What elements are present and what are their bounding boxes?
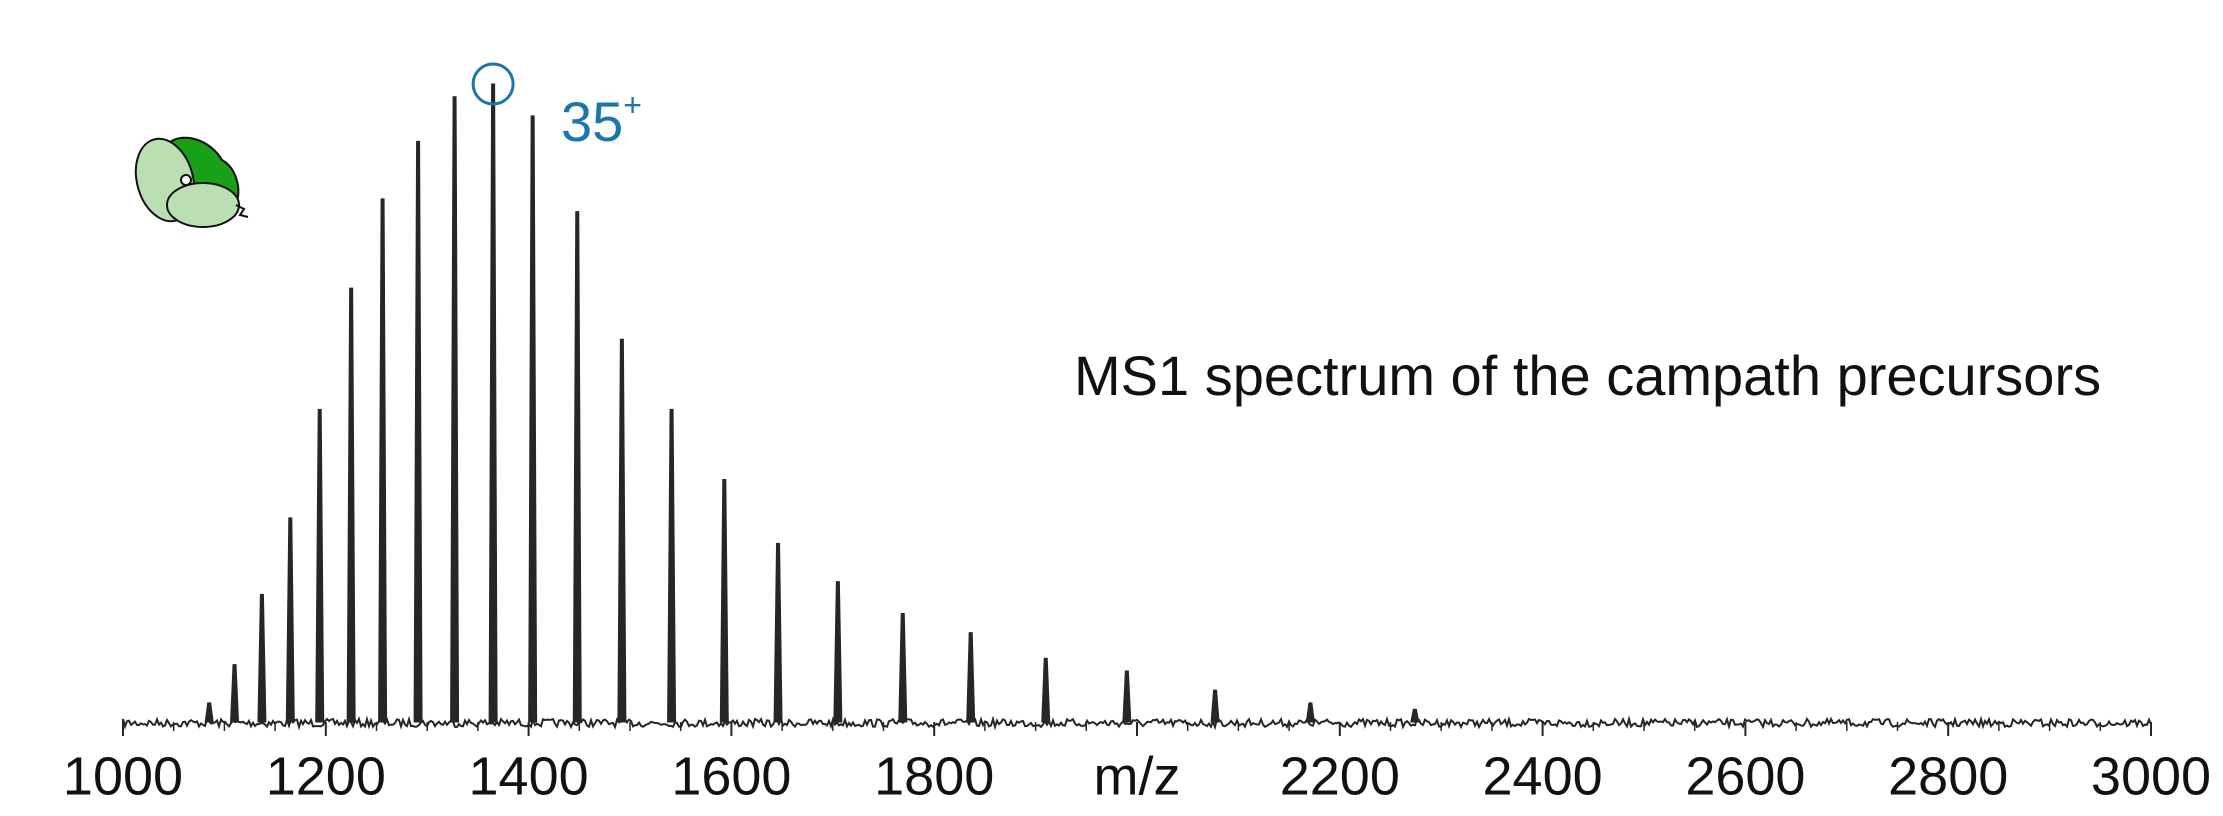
peak bbox=[1210, 689, 1220, 723]
charge-label: 35+ bbox=[561, 87, 642, 152]
x-tick-label: 2600 bbox=[1685, 746, 1805, 806]
peak bbox=[667, 408, 677, 723]
peak bbox=[413, 140, 423, 723]
peak bbox=[898, 613, 908, 723]
x-tick-label: m/z bbox=[1094, 746, 1181, 806]
x-tick-label: 2400 bbox=[1483, 746, 1603, 806]
x-tick-label: 3000 bbox=[2091, 746, 2211, 806]
charge-number: 35 bbox=[561, 90, 623, 153]
x-tick-label: 1600 bbox=[671, 746, 791, 806]
peak bbox=[257, 593, 267, 723]
x-tick-label: 2200 bbox=[1280, 746, 1400, 806]
charge-sign: + bbox=[623, 87, 642, 123]
baseline-noise bbox=[122, 715, 2152, 731]
peak bbox=[285, 517, 295, 723]
peak bbox=[1122, 670, 1132, 723]
peak bbox=[346, 287, 356, 723]
peak bbox=[450, 96, 460, 723]
peak bbox=[1041, 657, 1051, 723]
peak-marker bbox=[471, 62, 515, 106]
peak bbox=[719, 479, 729, 723]
peak bbox=[315, 408, 325, 723]
peak bbox=[572, 211, 582, 723]
peak bbox=[528, 115, 538, 723]
x-tick-label: 2800 bbox=[1888, 746, 2008, 806]
peak bbox=[1410, 708, 1420, 723]
peak bbox=[833, 581, 843, 723]
antibody-icon bbox=[134, 136, 249, 228]
peak bbox=[488, 83, 498, 723]
peak bbox=[378, 198, 388, 723]
peak bbox=[204, 702, 214, 723]
x-tick-label: 1800 bbox=[874, 746, 994, 806]
x-tick-label: 1000 bbox=[63, 746, 183, 806]
x-tick-label: 1200 bbox=[266, 746, 386, 806]
peak bbox=[1305, 702, 1315, 723]
x-tick-label: 1400 bbox=[469, 746, 589, 806]
peak bbox=[617, 338, 627, 723]
peak bbox=[230, 664, 240, 723]
spectrum-caption: MS1 spectrum of the campath precursors bbox=[1074, 344, 2101, 407]
peak bbox=[966, 632, 976, 723]
peak bbox=[773, 542, 783, 723]
